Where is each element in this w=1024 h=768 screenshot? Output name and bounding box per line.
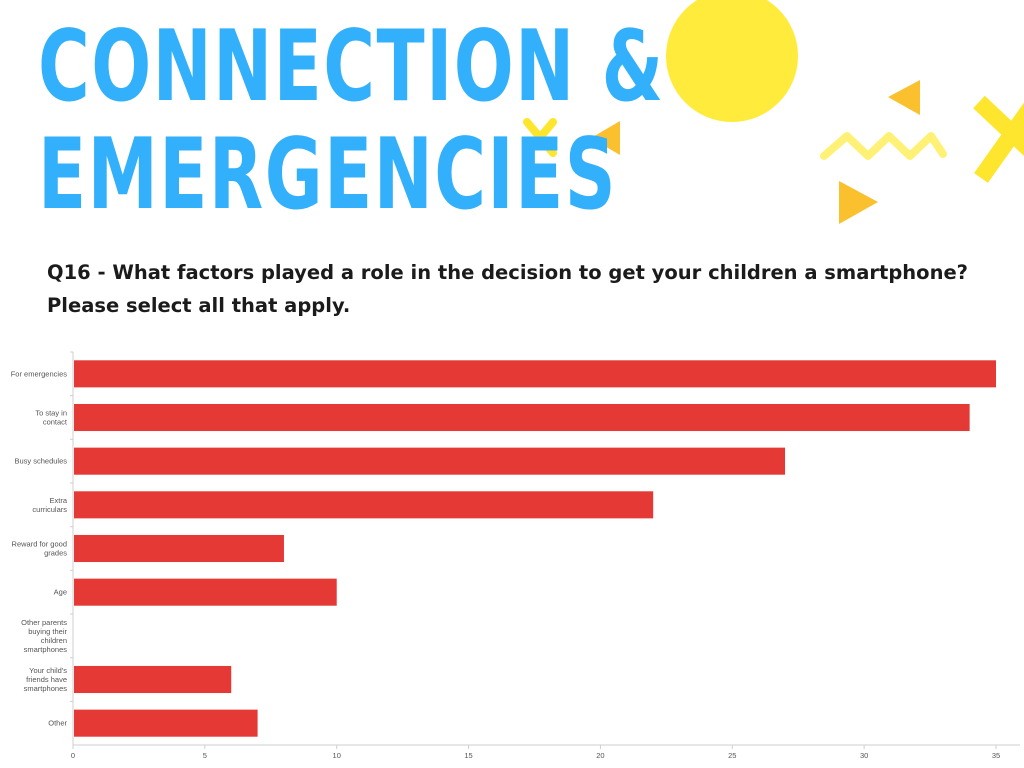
category-label-line: Busy schedules <box>14 457 67 466</box>
x-tick-label: 25 <box>728 751 736 760</box>
bar-5 <box>74 578 337 606</box>
category-label-line: Extra <box>49 496 67 505</box>
category-label-line: Your child's <box>29 666 67 675</box>
x-tick-label: 35 <box>992 751 1000 760</box>
orange-triangle-decoration <box>839 181 878 224</box>
bar-3 <box>74 491 654 519</box>
slide-title-line-2: EMERGENCIES <box>38 118 618 232</box>
x-tick-label: 30 <box>860 751 868 760</box>
category-label-line: children <box>41 636 67 645</box>
cross-decoration <box>973 95 1024 183</box>
category-label-8: Other <box>48 719 67 728</box>
zigzag-decoration <box>820 132 947 160</box>
bar-4 <box>74 534 284 563</box>
category-label-line: buying their <box>28 627 67 636</box>
category-label-line: curriculars <box>32 505 67 514</box>
x-tick-label: 5 <box>203 751 207 760</box>
category-label-2: Busy schedules <box>14 457 67 466</box>
category-label-6: Other parents buying their children smartph… <box>21 618 67 654</box>
x-tick-label: 15 <box>464 751 472 760</box>
bar-chart: For emergencies To stay in contact Busy sch… <box>11 351 1020 760</box>
category-label-0: For emergencies <box>11 369 68 378</box>
category-label-5: Age <box>54 588 67 597</box>
survey-question: Q16 - What factors played a role in the … <box>47 256 1017 322</box>
x-tick-label: 10 <box>333 751 341 760</box>
bar-0 <box>74 360 996 388</box>
category-label-line: Age <box>54 588 67 597</box>
bar-2 <box>74 447 786 475</box>
category-label-line: Other parents <box>21 618 67 627</box>
category-label-line: contact <box>43 418 68 427</box>
slide-title-line-1: CONNECTION & <box>38 10 665 124</box>
category-label-line: For emergencies <box>11 369 68 378</box>
category-label-line: friends have <box>26 675 67 684</box>
question-line-1: Q16 - What factors played a role in the … <box>47 261 968 284</box>
category-label-1: To stay in contact <box>35 409 68 427</box>
category-label-4: Reward for good grades <box>12 540 68 558</box>
bar-7 <box>74 665 232 694</box>
category-label-line: smartphones <box>24 645 68 654</box>
sun-circle-decoration <box>666 0 798 122</box>
category-label-line: To stay in <box>35 409 67 418</box>
category-label-line: Reward for good <box>12 540 67 549</box>
category-label-7: Your child's friends have smartphones <box>24 666 68 693</box>
orange-triangle-decoration <box>888 80 920 115</box>
bar-8 <box>74 709 258 737</box>
bar-1 <box>74 403 970 432</box>
category-label-line: Other <box>48 719 67 728</box>
x-tick-label: 0 <box>71 751 75 760</box>
question-line-2: Please select all that apply. <box>47 294 351 317</box>
category-label-line: smartphones <box>24 684 68 693</box>
x-tick-label: 20 <box>596 751 604 760</box>
category-label-line: grades <box>44 549 67 558</box>
category-label-3: Extra curriculars <box>32 496 67 514</box>
